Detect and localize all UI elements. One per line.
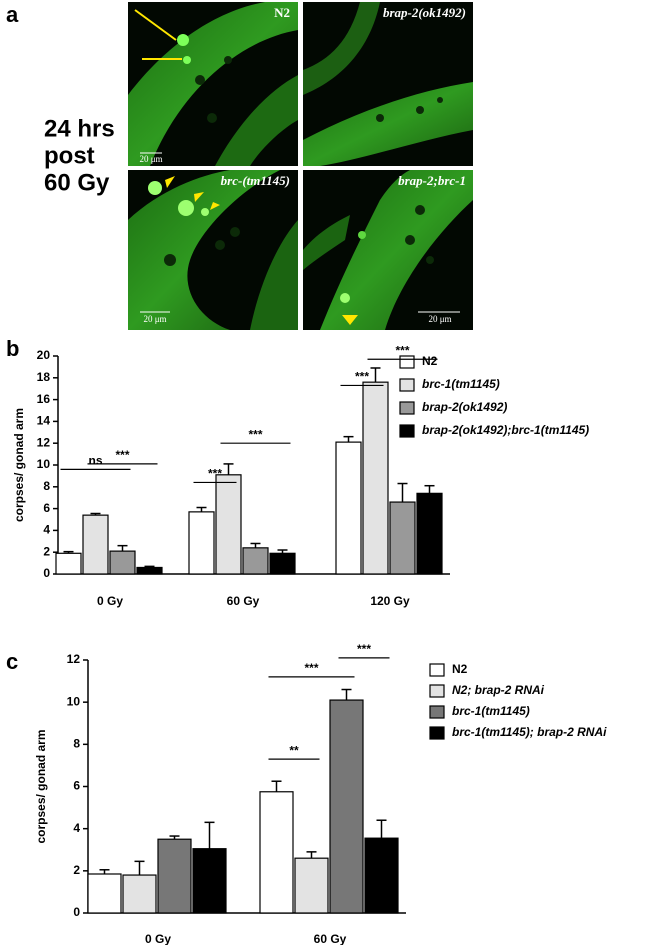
micrograph	[303, 170, 473, 330]
y-tick-label: 10	[67, 694, 81, 708]
panel-label: c	[6, 649, 18, 674]
significance-label: ***	[355, 370, 369, 384]
x-tick-label: 60 Gy	[314, 932, 347, 945]
bar	[362, 381, 389, 575]
micrograph	[303, 2, 473, 166]
y-tick-label: 2	[43, 544, 50, 558]
y-tick-label: 10	[37, 457, 51, 471]
bar	[136, 566, 163, 575]
y-tick-label: 0	[73, 905, 80, 919]
bar	[215, 474, 242, 575]
significance-label: ns	[88, 454, 102, 468]
bar	[55, 552, 82, 575]
legend-swatch	[429, 663, 445, 677]
legend-label: brap-2(ok1492);brc-1(tm1145)	[422, 423, 589, 437]
bar	[109, 550, 136, 575]
legend-swatch	[429, 705, 445, 719]
bar	[389, 501, 416, 575]
y-tick-label: 2	[73, 863, 80, 877]
legend-swatch	[399, 424, 415, 438]
bar	[269, 552, 296, 575]
x-tick-label: 60 Gy	[227, 594, 260, 608]
y-tick-label: 6	[73, 779, 80, 793]
panel-label: b	[6, 336, 19, 361]
legend-label: N2	[452, 662, 468, 676]
y-tick-label: 16	[37, 392, 51, 406]
y-tick-label: 4	[73, 821, 80, 835]
y-tick-label: 18	[37, 370, 51, 384]
significance-label: ***	[304, 661, 318, 675]
y-tick-label: 14	[37, 414, 51, 428]
y-axis-label: corpses/ gonad arm	[34, 729, 48, 843]
legend-swatch	[429, 684, 445, 698]
y-tick-label: 6	[43, 501, 50, 515]
image-label: brc-(tm1145)	[221, 173, 290, 188]
significance-label: ***	[248, 427, 262, 441]
legend-label: brc-1(tm1145); brap-2 RNAi	[452, 725, 607, 739]
bar	[122, 874, 157, 914]
x-tick-label: 120 Gy	[370, 594, 410, 608]
bar	[82, 514, 109, 575]
legend-swatch	[399, 378, 415, 392]
y-tick-label: 4	[43, 523, 50, 537]
legend-swatch	[429, 726, 445, 740]
y-tick-label: 0	[43, 566, 50, 580]
bar	[259, 791, 294, 914]
legend-swatch	[399, 355, 415, 369]
bar	[188, 511, 215, 575]
significance-label: ***	[208, 467, 222, 481]
legend-label: N2	[422, 354, 438, 368]
y-tick-label: 8	[43, 479, 50, 493]
bar	[192, 848, 227, 914]
caption: post	[44, 142, 95, 169]
bar	[242, 547, 269, 575]
y-tick-label: 20	[37, 348, 51, 362]
significance-label: **	[289, 743, 299, 757]
significance-label: ***	[395, 343, 409, 357]
x-tick-label: 0 Gy	[97, 594, 123, 608]
caption: 60 Gy	[44, 169, 110, 196]
image-label: N2	[274, 5, 290, 20]
y-tick-label: 8	[73, 737, 80, 751]
legend-label: N2; brap-2 RNAi	[452, 683, 545, 697]
bar	[335, 441, 362, 575]
bar	[416, 492, 443, 575]
legend-label: brc-1(tm1145)	[422, 377, 500, 391]
scale-label: 20 μm	[143, 314, 166, 324]
image-label: brap-2;brc-1	[398, 173, 466, 188]
significance-label: ***	[115, 448, 129, 462]
bar	[157, 838, 192, 914]
bar	[87, 873, 122, 914]
y-tick-label: 12	[37, 435, 51, 449]
micrograph	[128, 2, 298, 166]
x-tick-label: 0 Gy	[145, 932, 171, 945]
y-tick-label: 12	[67, 652, 81, 666]
y-axis-label: corpses/ gonad arm	[12, 408, 26, 522]
scale-label: 20 μm	[139, 154, 162, 164]
legend-label: brap-2(ok1492)	[422, 400, 507, 414]
bar	[364, 837, 399, 914]
bar	[294, 857, 329, 914]
bar	[329, 699, 364, 914]
legend-swatch	[399, 401, 415, 415]
legend-label: brc-1(tm1145)	[452, 704, 530, 718]
caption: 24 hrs	[44, 115, 115, 142]
image-label: brap-2(ok1492)	[383, 5, 466, 20]
micrograph	[128, 170, 298, 330]
panel-label: a	[6, 2, 19, 27]
significance-label: ***	[357, 642, 371, 656]
scale-label: 20 μm	[428, 314, 451, 324]
